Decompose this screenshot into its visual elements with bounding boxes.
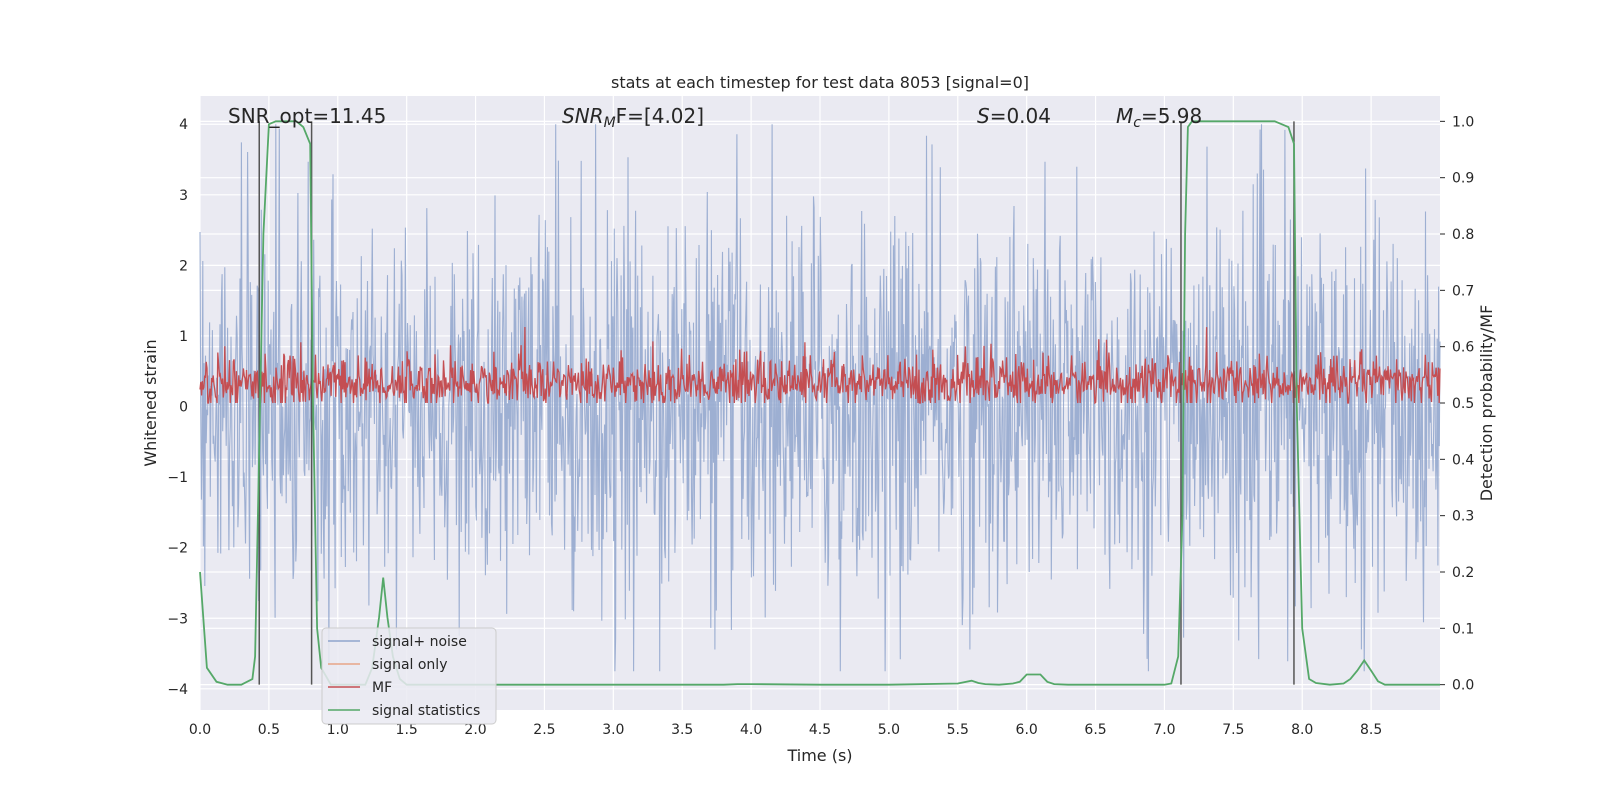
x-axis-label: Time (s) bbox=[786, 746, 852, 765]
x-tick-label: 4.5 bbox=[809, 722, 831, 738]
annotation-mc-rest: =5.98 bbox=[1141, 104, 1202, 128]
signal-statistics-series bbox=[199, 120, 1440, 686]
annotation-mc-label: M bbox=[1116, 104, 1133, 128]
annotation-s-label: S bbox=[977, 104, 990, 128]
y2-tick-label: 0.6 bbox=[1452, 340, 1474, 356]
y-tick-label: −3 bbox=[167, 611, 188, 627]
y-tick-label: 1 bbox=[179, 329, 188, 345]
signal-statistics-line bbox=[199, 120, 1440, 686]
legend: signal+ noise signal only MF signal stat… bbox=[321, 627, 497, 725]
annotation-mc-sub: c bbox=[1133, 115, 1141, 131]
annotation-snr-mf-sub: M bbox=[604, 115, 616, 131]
y2-tick-label: 0.1 bbox=[1452, 621, 1474, 637]
x-tick-label: 8.5 bbox=[1360, 722, 1382, 738]
x-tick-label: 6.0 bbox=[1016, 722, 1038, 738]
annotation-snr-mf-rest: F=[4.02] bbox=[616, 104, 704, 128]
x-tick-label: 7.0 bbox=[1153, 722, 1175, 738]
y2-tick-label: 0.3 bbox=[1452, 509, 1474, 525]
y2-tick-label: 0.5 bbox=[1452, 396, 1474, 412]
x-tick-label: 8.0 bbox=[1291, 722, 1313, 738]
annotation-snr-opt: SNR_opt=11.45 bbox=[228, 104, 386, 128]
x-tick-label: 7.5 bbox=[1222, 722, 1244, 738]
annotation-snr-mf: SNRMF=[4.02] bbox=[562, 104, 704, 131]
x-tick-label: 2.0 bbox=[464, 722, 486, 738]
mf-series bbox=[199, 326, 1441, 405]
annotation-mc: Mc=5.98 bbox=[1116, 104, 1202, 131]
mf-line bbox=[199, 326, 1441, 405]
x-tick-label: 6.5 bbox=[1084, 722, 1106, 738]
axis-ticks: 0.0 0.5 1.0 1.5 2.0 2.5 3.0 3.5 4.0 4.5 5.0 5.5 6.0 6… bbox=[167, 114, 1474, 738]
y2-tick-label: 0.7 bbox=[1452, 283, 1474, 299]
annotation-s: S=0.04 bbox=[977, 104, 1051, 128]
x-tick-label: 5.0 bbox=[878, 722, 900, 738]
annotation-s-rest: =0.04 bbox=[990, 104, 1051, 128]
y-tick-label: −4 bbox=[167, 682, 188, 698]
y2-axis-label: Detection probability/MF bbox=[1477, 305, 1496, 502]
x-tick-label: 3.0 bbox=[602, 722, 624, 738]
y2-tick-label: 0.4 bbox=[1452, 452, 1474, 468]
chart-title: stats at each timestep for test data 805… bbox=[611, 73, 1029, 92]
y2-tick-label: 0.8 bbox=[1452, 227, 1474, 243]
y2-tick-label: 0.0 bbox=[1452, 678, 1474, 694]
y2-tick-label: 1.0 bbox=[1452, 114, 1474, 130]
y-tick-label: 4 bbox=[179, 117, 188, 133]
annotation-snr-mf-label: SNR bbox=[562, 104, 604, 128]
y-tick-label: −2 bbox=[167, 541, 188, 557]
legend-label-signal-statistics: signal statistics bbox=[372, 703, 480, 719]
y2-tick-label: 0.2 bbox=[1452, 565, 1474, 581]
x-tick-label: 2.5 bbox=[533, 722, 555, 738]
legend-box bbox=[321, 627, 497, 725]
x-tick-label: 1.0 bbox=[327, 722, 349, 738]
x-tick-label: 1.5 bbox=[396, 722, 418, 738]
legend-label-mf: MF bbox=[372, 680, 392, 696]
y-tick-label: −1 bbox=[167, 470, 188, 486]
legend-label-signal-plus-noise: signal+ noise bbox=[372, 634, 467, 650]
x-tick-label: 3.5 bbox=[671, 722, 693, 738]
x-tick-label: 0.5 bbox=[258, 722, 280, 738]
y-axis-label: Whitened strain bbox=[141, 339, 160, 466]
y-tick-label: 2 bbox=[179, 258, 188, 274]
y-tick-label: 0 bbox=[179, 400, 188, 416]
y-tick-label: 3 bbox=[179, 188, 188, 204]
x-tick-label: 4.0 bbox=[740, 722, 762, 738]
legend-label-signal-only: signal only bbox=[372, 657, 447, 673]
x-tick-label: 0.0 bbox=[189, 722, 211, 738]
y2-tick-label: 0.9 bbox=[1452, 171, 1474, 187]
x-tick-label: 5.5 bbox=[947, 722, 969, 738]
